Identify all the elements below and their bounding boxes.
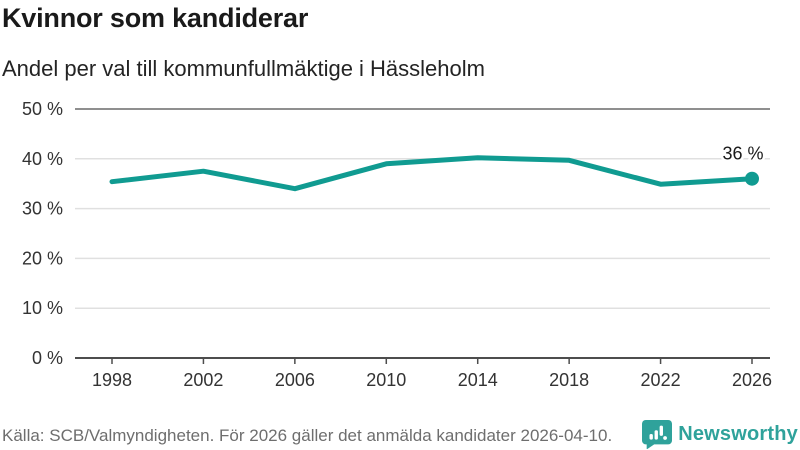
brand-name: Newsworthy	[678, 422, 798, 445]
data-line	[109, 155, 755, 192]
brand-logo: Newsworthy	[642, 419, 798, 449]
x-tick-label: 2006	[275, 370, 315, 390]
source-note: Källa: SCB/Valmyndigheten. För 2026 gäll…	[2, 426, 613, 445]
last-point-marker	[745, 171, 759, 186]
x-tick-label: 1998	[92, 370, 132, 390]
y-tick-label: 30 %	[22, 199, 63, 219]
y-tick-label: 0 %	[32, 348, 63, 368]
x-tick-label: 2018	[549, 370, 589, 390]
y-tick-label: 40 %	[22, 149, 63, 169]
page-title: Kvinnor som kandiderar	[2, 3, 309, 33]
chart-subtitle: Andel per val till kommunfullmäktige i H…	[2, 56, 485, 81]
last-point-label: 36 %	[722, 144, 763, 164]
y-tick-label: 20 %	[22, 248, 63, 268]
x-tick-label: 2010	[366, 370, 406, 390]
x-tick-label: 2014	[458, 370, 498, 390]
x-tick-label: 2022	[641, 370, 681, 390]
y-tick-label: 50 %	[22, 99, 63, 119]
newsworthy-logo-icon	[642, 419, 673, 449]
y-tick-label: 10 %	[22, 298, 63, 318]
x-tick-label: 2002	[183, 370, 223, 390]
x-tick-label: 2026	[732, 370, 772, 390]
